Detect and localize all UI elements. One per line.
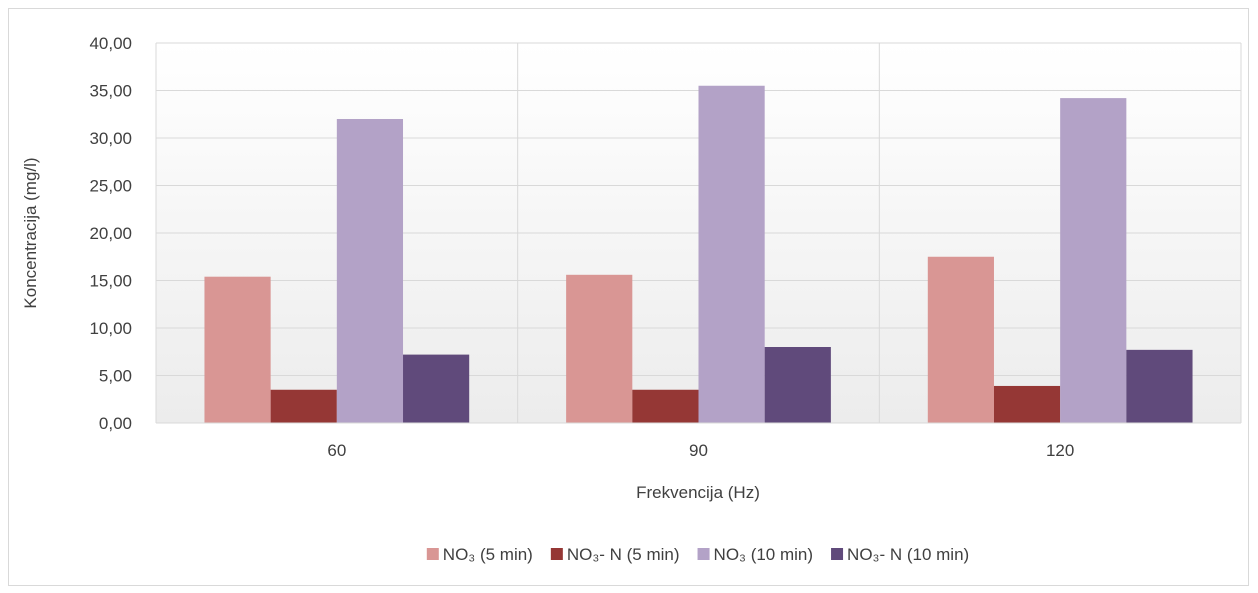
x-axis-title: Frekvencija (Hz): [636, 483, 760, 502]
bar: [764, 347, 831, 423]
legend: NO₃ (5 min) NO₃- N (5 min) NO₃ (10 min) NO₃…: [426, 545, 969, 564]
bar: [1126, 349, 1193, 423]
bar: [993, 385, 1061, 423]
y-tick-label: 20,00: [89, 224, 132, 243]
y-axis-title: Koncentracija (mg/l): [21, 157, 40, 308]
legend-item: NO₃- N (10 min): [831, 545, 969, 564]
bar: [270, 389, 337, 423]
x-tick-label: 120: [1046, 441, 1074, 460]
legend-swatch: [831, 548, 844, 560]
y-tick-label: 15,00: [89, 272, 132, 291]
bars: [204, 85, 1193, 423]
x-tick-label: 90: [689, 441, 708, 460]
y-tick-label: 30,00: [89, 129, 132, 148]
legend-label: NO₃- N (10 min): [847, 545, 969, 564]
bar: [204, 276, 271, 423]
y-tick-label: 35,00: [89, 82, 132, 101]
y-tick-label: 40,00: [89, 34, 132, 53]
legend-item: NO₃- N (5 min): [550, 545, 680, 564]
bar: [927, 256, 994, 423]
y-tick-label: 5,00: [99, 367, 132, 386]
y-tick-label: 25,00: [89, 177, 132, 196]
bar: [698, 85, 765, 423]
x-tick-label: 60: [327, 441, 346, 460]
legend-swatch: [426, 548, 439, 560]
legend-label: NO₃- N (5 min): [567, 545, 680, 564]
bar: [566, 274, 633, 423]
y-tick-label: 10,00: [89, 319, 132, 338]
legend-label: NO₃ (10 min): [714, 545, 814, 564]
bar: [403, 354, 470, 423]
legend-swatch: [697, 548, 710, 560]
legend-item: NO₃ (5 min): [426, 545, 533, 564]
legend-item: NO₃ (10 min): [697, 545, 814, 564]
y-tick-label: 0,00: [99, 414, 132, 433]
legend-label: NO₃ (5 min): [443, 545, 533, 564]
legend-swatch: [550, 548, 563, 560]
bar: [336, 119, 404, 423]
axes: 0,00 5,00 10,00 15,00 20,00 25,00 30,00 35,00 40…: [89, 34, 1241, 460]
bar: [1060, 98, 1127, 423]
bar: [632, 389, 699, 423]
